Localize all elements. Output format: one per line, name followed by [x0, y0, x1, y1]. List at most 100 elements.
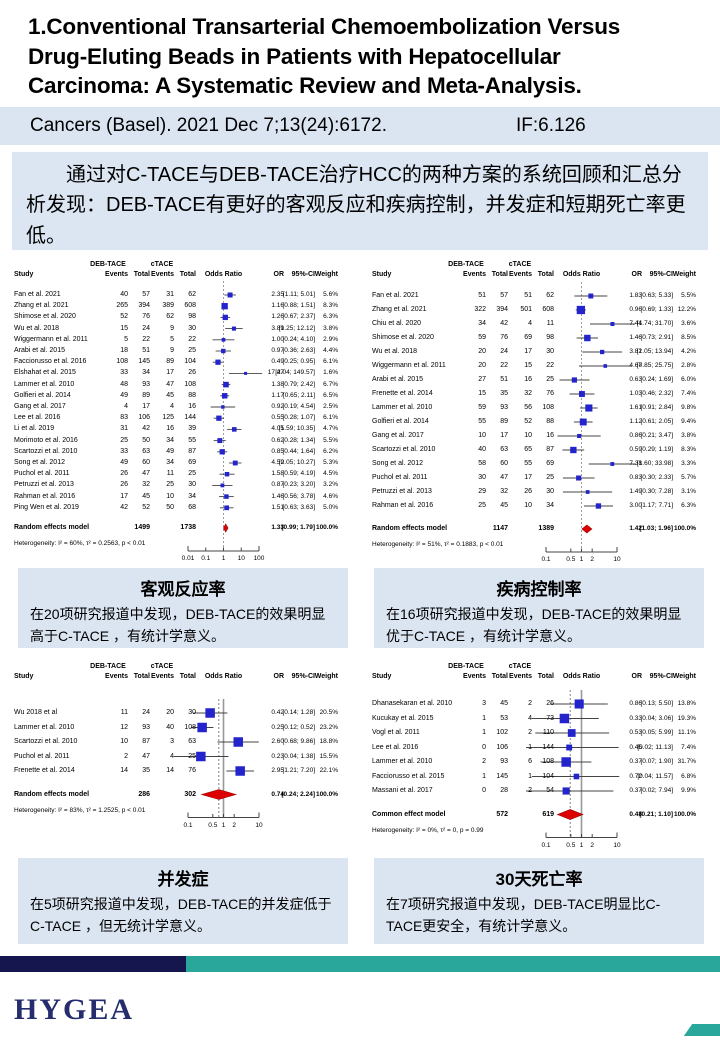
axis-tick-label: 0.1 — [183, 821, 193, 829]
study-name: Petruzzi et al. 2013 — [14, 481, 74, 489]
forest-plot-disease-control: DEB-TACE cTACE Study Events Total Events Total… — [370, 255, 720, 567]
total-value: 93 — [142, 723, 150, 731]
study-name: Scartozzi et al. 2010 — [372, 446, 436, 453]
ci-value: [0.46; 2.32] — [640, 390, 673, 397]
events-value: 108 — [116, 358, 128, 366]
events-value: 20 — [478, 362, 486, 369]
weight-value: 31.7% — [677, 758, 696, 765]
events-value: 4 — [528, 714, 532, 722]
ci-value: [0.04; 3.06] — [640, 714, 673, 722]
study-name: Lee et al. 2016 — [372, 743, 419, 751]
total-value: 24 — [142, 709, 150, 716]
study-name: Gang et al. 2017 — [372, 432, 424, 439]
total-value: 73 — [546, 714, 554, 722]
weight-value: 13.8% — [677, 700, 696, 707]
axis-tick-label: 0.1 — [201, 555, 211, 562]
column-header: Study — [14, 673, 34, 680]
or-value: 1.51 — [271, 503, 284, 511]
total-value: 30 — [188, 709, 196, 716]
events-value: 125 — [162, 414, 174, 422]
model-label: Random effects model — [14, 790, 90, 798]
weight-value: 23.2% — [319, 723, 338, 731]
effect-square — [223, 381, 229, 388]
events-value: 83 — [120, 414, 128, 422]
events-value: 25 — [120, 436, 128, 444]
effect-square — [205, 708, 215, 718]
study-name: Facciorusso et al. 2015 — [372, 772, 445, 780]
events-value: 40 — [478, 446, 486, 453]
total-value: 60 — [500, 460, 508, 467]
total-value: 104 — [184, 358, 196, 366]
caption-title: 并发症 — [157, 870, 209, 889]
events-value: 1 — [528, 743, 532, 751]
total-value: 45 — [142, 492, 150, 500]
events-value: 15 — [524, 362, 532, 369]
column-header: Events — [151, 271, 174, 278]
pooled-ci: [0.21; 1.10] — [639, 810, 673, 818]
ci-value: [0.24; 1.69] — [640, 376, 673, 383]
events-value: 5 — [124, 335, 128, 343]
corner-accent — [683, 1024, 720, 1036]
events-value: 33 — [120, 369, 128, 377]
column-header: Study — [372, 271, 392, 278]
events-value: 26 — [120, 481, 128, 489]
column-header: Study — [372, 673, 392, 680]
events-value: 10 — [524, 502, 532, 509]
column-header: Odds Ratio — [562, 271, 601, 278]
events-value: 6 — [528, 758, 532, 765]
events-value: 9 — [170, 324, 174, 332]
model-total: 1738 — [180, 524, 196, 531]
ci-value: [0.67; 2.37] — [282, 313, 315, 321]
or-value: 3.00 — [629, 502, 642, 509]
column-header: Study — [14, 271, 34, 278]
effect-square — [217, 438, 223, 444]
study-name: Ping Wen et al. 2019 — [14, 503, 79, 511]
study-name: Morimoto et al. 2016 — [14, 436, 78, 444]
pooled-diamond — [223, 523, 229, 533]
effect-square — [588, 293, 594, 299]
model-total: 572 — [496, 810, 508, 818]
ci-value: [0.30; 7.28] — [640, 488, 673, 495]
study-name: Vogl et al. 2011 — [372, 729, 420, 736]
axis-tick-label: 2 — [590, 556, 594, 563]
effect-square — [600, 349, 605, 355]
effect-square — [197, 722, 207, 733]
model-total: 619 — [542, 810, 554, 818]
study-name: Golfieri et al. 2014 — [372, 418, 429, 425]
total-value: 42 — [142, 425, 150, 433]
study-name: Puchol et al. 2011 — [372, 474, 428, 481]
or-value: 0.37 — [629, 787, 642, 794]
effect-square — [577, 433, 582, 439]
total-value: 16 — [546, 432, 554, 439]
total-value: 93 — [500, 404, 508, 411]
column-header: Total — [179, 673, 196, 680]
effect-square — [595, 503, 602, 509]
study-name: Chiu et al. 2020 — [372, 320, 422, 327]
or-value: 0.23 — [271, 752, 284, 760]
ci-value: [0.28; 1.07] — [282, 414, 315, 422]
effect-square — [566, 744, 573, 751]
events-value: 31 — [120, 425, 128, 433]
or-value: 0.37 — [629, 758, 642, 765]
total-value: 76 — [188, 767, 196, 774]
total-value: 32 — [142, 481, 150, 489]
study-name: Elshahat et al. 2015 — [14, 369, 76, 377]
weight-value: 4.6% — [323, 492, 338, 500]
effect-square — [224, 505, 230, 511]
forest-canvas — [526, 690, 620, 838]
events-value: 62 — [166, 313, 174, 321]
ci-value: [0.05; 5.99] — [640, 729, 673, 736]
model-label: Common effect model — [372, 810, 446, 818]
pooled-or: 1.33 — [271, 524, 284, 531]
study-name: Shimose et al. 2020 — [372, 334, 434, 341]
total-value: 104 — [542, 772, 554, 780]
weight-value: 3.6% — [681, 320, 696, 327]
ci-value: [0.63; 3.63] — [282, 503, 315, 511]
events-value: 20 — [166, 709, 174, 716]
total-value: 93 — [500, 758, 508, 765]
or-value: 1.16 — [271, 302, 284, 310]
events-value: 55 — [478, 418, 486, 425]
events-value: 1 — [482, 772, 486, 780]
column-header: 95%-CI — [291, 673, 315, 680]
total-value: 34 — [546, 502, 554, 509]
